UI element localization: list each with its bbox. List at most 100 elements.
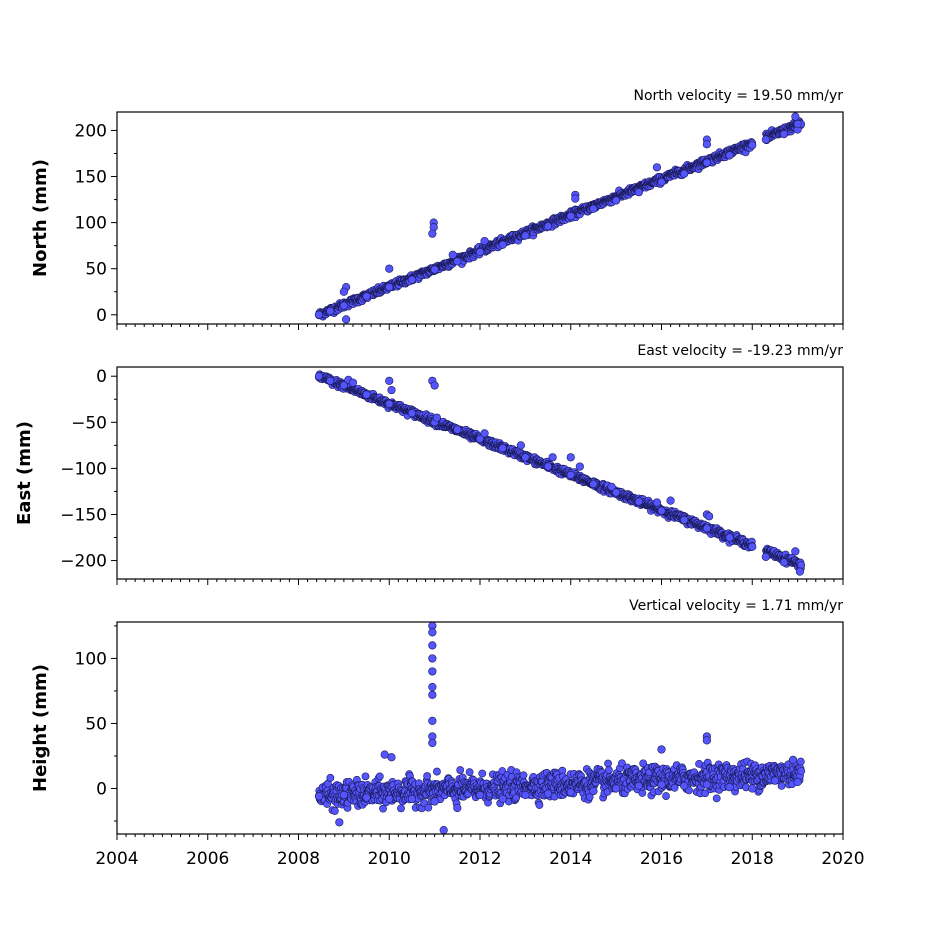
east-data-point [314, 372, 324, 381]
north-data-point [385, 264, 394, 273]
height-y-axis-label: Height (mm) [30, 664, 51, 792]
north-data-point [566, 212, 575, 221]
height-cloud-point [712, 794, 721, 803]
height-data-point [428, 641, 437, 650]
east-data-point [348, 378, 358, 387]
north-data-point [385, 283, 394, 292]
east-data-point [705, 512, 714, 521]
north-data-point [475, 248, 485, 257]
east-data-point [702, 524, 711, 533]
east-plot-frame [116, 366, 844, 580]
height-data-point [428, 654, 437, 663]
east-data-point [326, 376, 335, 385]
north-y-ticks: 0 50 100 150 200 [75, 121, 117, 326]
north-data-point [612, 196, 621, 205]
height-cloud-point [796, 757, 805, 766]
north-velocity-title: North velocity = 19.50 mm/yr [633, 88, 843, 104]
north-data-point [725, 151, 734, 160]
east-data-point [652, 498, 662, 507]
east-x-ticks [116, 579, 844, 585]
height-data-point [634, 781, 643, 790]
vertical-velocity-title: Vertical velocity = 1.71 mm/yr [629, 598, 843, 614]
east-y-tick-label: −50 [71, 413, 107, 433]
height-cloud-point [465, 768, 474, 777]
east-data-point [385, 399, 394, 408]
height-cloud-point [585, 793, 594, 801]
north-data-point [791, 112, 800, 121]
north-data-point [657, 177, 666, 187]
height-data-point [385, 794, 394, 803]
north-y-tick-label: 200 [75, 121, 107, 141]
north-data-point [407, 275, 417, 284]
height-data-point [589, 786, 598, 796]
east-velocity-title: East velocity = -19.23 mm/yr [637, 343, 843, 359]
height-data-point [362, 793, 371, 802]
height-cloud-point [379, 804, 387, 813]
north-y-tick-label: 150 [75, 168, 107, 188]
east-data-point [475, 434, 485, 444]
north-data-point [543, 222, 553, 231]
north-data-point [448, 250, 457, 259]
east-data-point [607, 482, 616, 491]
height-data-point [453, 803, 462, 813]
height-cloud-point [604, 766, 613, 774]
north-y-tick-label: 50 [85, 260, 107, 280]
x-tick-label: 2016 [640, 849, 683, 869]
height-cloud-point [670, 783, 679, 792]
height-plot-frame [116, 621, 844, 835]
height-cloud-point [535, 801, 544, 809]
north-data-point [342, 315, 351, 324]
north-y-tick-label: 0 [96, 306, 107, 326]
height-data-point [748, 784, 757, 793]
east-data-point [498, 444, 507, 453]
height-cloud-point [424, 803, 433, 812]
height-y-ticks: 0 50 100 [75, 625, 117, 822]
height-data-point [770, 776, 780, 785]
height-cloud-point [662, 792, 670, 800]
height-cloud-point [433, 767, 441, 776]
x-tick-label: 2018 [731, 849, 774, 869]
north-data-point [571, 194, 580, 203]
height-data-point [725, 783, 734, 792]
east-data-point [453, 425, 462, 434]
north-data-point [680, 169, 689, 178]
height-data-point [475, 790, 485, 800]
x-tick-label: 2020 [821, 849, 864, 869]
height-data-point [543, 789, 553, 798]
north-data-point [702, 140, 711, 149]
height-data-points [314, 621, 806, 835]
height-data-point [657, 745, 666, 754]
height-data-point [793, 777, 802, 787]
height-cloud-point [512, 793, 521, 802]
height-data-point [314, 792, 324, 801]
height-cloud-point [639, 759, 648, 768]
north-data-point [430, 265, 439, 274]
east-data-point [480, 429, 489, 438]
height-data-point [380, 750, 389, 759]
east-data-point [432, 413, 441, 422]
height-data-point [566, 788, 575, 797]
north-y-tick-label: 100 [75, 214, 107, 234]
height-cloud-point [777, 782, 786, 790]
height-data-point [612, 784, 621, 793]
east-data-points [314, 370, 806, 576]
height-data-point [428, 738, 437, 748]
height-cloud-point [498, 767, 507, 775]
east-data-point [575, 462, 584, 471]
height-data-point [439, 825, 448, 835]
height-cloud-point [423, 772, 432, 780]
height-cloud-point [701, 789, 710, 798]
x-tick-label: 2006 [186, 849, 229, 869]
north-data-point [314, 310, 324, 319]
east-data-point [430, 381, 439, 390]
north-data-point [326, 307, 335, 316]
east-data-point [589, 479, 598, 489]
height-data-point [498, 794, 507, 803]
height-cloud-point [478, 769, 487, 778]
north-data-point [362, 292, 371, 301]
north-data-point [634, 188, 643, 197]
east-data-point [612, 488, 621, 497]
height-y-tick-label: 50 [85, 714, 107, 734]
east-data-point [566, 453, 575, 462]
